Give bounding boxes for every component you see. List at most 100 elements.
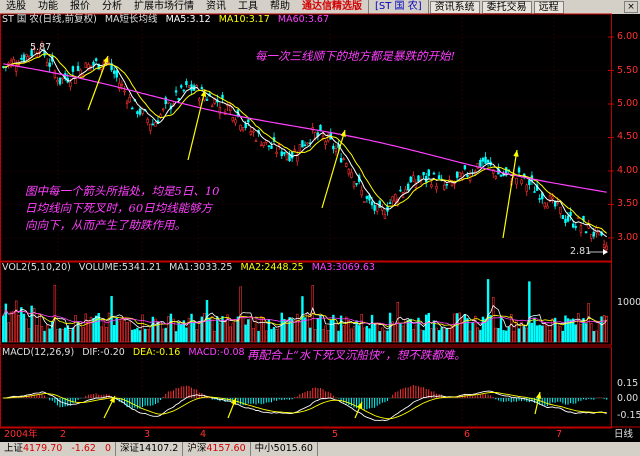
candle-body xyxy=(249,130,253,135)
volume-bar xyxy=(275,328,278,343)
volume-bar xyxy=(303,317,307,343)
trade-button[interactable]: 委托交易 xyxy=(481,0,532,14)
volume-bar xyxy=(229,326,232,343)
candle-body xyxy=(210,105,214,108)
candle-body xyxy=(538,198,541,200)
menu-item-select[interactable]: 选股 xyxy=(6,1,26,12)
arrow-4 xyxy=(502,149,518,239)
time-axis-corner[interactable]: 日线 xyxy=(614,429,634,440)
volume-bar xyxy=(198,322,201,343)
candle-body xyxy=(283,151,286,155)
volume-bar xyxy=(192,322,196,343)
candle-body xyxy=(373,205,376,211)
time-axis-label: 2004年 xyxy=(4,429,38,440)
volume-bar xyxy=(213,330,216,343)
volume-bar xyxy=(45,324,49,343)
annotation-left-line-1: 图中每一个箭头所指处，均是5日、10 xyxy=(25,184,220,198)
candle-body xyxy=(138,108,142,115)
volume-bar xyxy=(25,318,28,343)
candle-body xyxy=(602,244,606,248)
candle-body xyxy=(115,70,118,78)
candle-body xyxy=(360,189,363,196)
candle-body xyxy=(241,127,245,131)
sh-value: 4179.70 xyxy=(23,443,63,454)
indicator-name[interactable]: MA短长均线 xyxy=(104,14,158,25)
volume-bar xyxy=(92,317,95,343)
candle-body xyxy=(298,144,302,152)
candle-body xyxy=(363,201,366,203)
volume-bar xyxy=(386,330,389,343)
stock-name-box[interactable]: [ST 国 农] xyxy=(368,0,429,14)
candle-body xyxy=(499,175,503,177)
menu-item-quote[interactable]: 报价 xyxy=(70,1,90,12)
volume-bar xyxy=(187,317,191,343)
volume-bar xyxy=(357,325,361,343)
volume-bar xyxy=(247,319,250,343)
menu-item-extended[interactable]: 扩展市场行情 xyxy=(134,1,194,12)
candle-body xyxy=(522,173,526,176)
candle-body xyxy=(476,163,479,169)
menu-item-help[interactable]: 帮助 xyxy=(270,1,290,12)
candle-body xyxy=(128,97,131,103)
volume-ma2-line xyxy=(2,309,607,328)
volume-bar xyxy=(278,326,281,343)
volume-bar xyxy=(365,325,369,343)
volume-bar xyxy=(571,318,575,343)
volume-bar xyxy=(553,317,557,343)
volume-bar xyxy=(208,317,211,343)
index-shanghai[interactable]: 上证4179.70 -1.62 0 xyxy=(0,442,117,456)
index-hushen[interactable]: 沪深4157.60 xyxy=(183,442,251,456)
candle-body xyxy=(443,184,446,190)
volume-indicator-name[interactable]: VOL2(5,10,20) xyxy=(2,262,71,273)
volume-bar xyxy=(94,315,98,343)
volume-bar xyxy=(180,324,183,343)
volume-bar xyxy=(517,328,521,343)
volume-bar xyxy=(288,317,291,343)
arrow-4-head xyxy=(513,150,519,157)
candle-body xyxy=(231,117,234,122)
volume-bar xyxy=(20,307,23,343)
volume-bar xyxy=(223,320,227,343)
candle-body xyxy=(551,196,554,199)
index-zhongxiao[interactable]: 中小5015.60 xyxy=(251,442,318,456)
volume-bar xyxy=(337,330,340,343)
candle-body xyxy=(553,201,557,207)
price-axis-label: 4.50 xyxy=(617,131,639,143)
volume-bar xyxy=(391,321,394,343)
volume-bar xyxy=(314,329,317,343)
menu-item-news[interactable]: 资讯 xyxy=(206,1,226,12)
candle-body xyxy=(517,167,521,173)
candle-body xyxy=(592,231,596,237)
candle-body xyxy=(571,223,575,228)
annotation-left: 图中每一个箭头所指处，均是5日、10 日均线向下死叉时，60日均线能够方 向向下… xyxy=(25,183,219,234)
index-shenzhen[interactable]: 深证14107.2 xyxy=(116,442,184,456)
volume-bar xyxy=(332,314,335,343)
volume-bar xyxy=(203,312,206,343)
volume-bar xyxy=(556,323,559,343)
volume-bar xyxy=(551,318,554,343)
volume-bar xyxy=(110,296,113,343)
volume-bar xyxy=(406,319,410,343)
menu-item-tools[interactable]: 工具 xyxy=(238,1,258,12)
menu-item-analysis[interactable]: 分析 xyxy=(102,1,122,12)
zx-value: 5015.60 xyxy=(273,443,313,454)
remote-button[interactable]: 远程 xyxy=(533,0,564,14)
volume-bar xyxy=(84,313,88,343)
candle-body xyxy=(394,194,397,202)
news-system-button[interactable]: 资讯系统 xyxy=(429,0,480,14)
candle-body xyxy=(504,167,508,174)
volume-bar xyxy=(141,314,144,343)
candle-body xyxy=(33,47,36,50)
candle-body xyxy=(404,188,407,193)
macd-indicator-name[interactable]: MACD(12,26,9) xyxy=(2,347,75,358)
menu-item-function[interactable]: 功能 xyxy=(38,1,58,12)
volume-bar xyxy=(151,316,155,343)
volume-bar xyxy=(172,318,175,343)
volume-bar xyxy=(298,320,302,343)
close-icon[interactable]: × xyxy=(624,1,638,13)
candle-body xyxy=(120,84,124,87)
volume-bar xyxy=(107,312,111,343)
volume-bar xyxy=(538,324,541,343)
volume-bar xyxy=(522,326,526,343)
